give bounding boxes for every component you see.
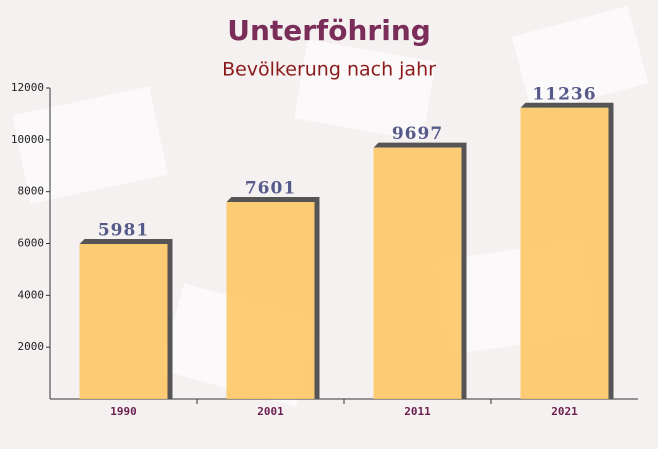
y-tick-label: 8000 bbox=[18, 185, 45, 198]
x-tick-label: 2021 bbox=[551, 405, 578, 418]
bar bbox=[226, 202, 315, 399]
bar bbox=[79, 243, 168, 399]
y-tick-label: 2000 bbox=[18, 340, 45, 353]
y-tick-label: 12000 bbox=[11, 81, 44, 94]
x-tick-label: 2001 bbox=[257, 405, 284, 418]
bar bbox=[373, 147, 462, 399]
chart-subtitle: Bevölkerung nach jahr bbox=[222, 59, 436, 81]
y-tick-label: 10000 bbox=[11, 133, 44, 146]
x-tick-label: 1990 bbox=[110, 405, 137, 418]
value-label: 5981 bbox=[98, 220, 149, 240]
value-label: 11236 bbox=[532, 84, 596, 104]
background-pattern bbox=[12, 5, 649, 407]
value-label: 7601 bbox=[245, 179, 296, 199]
bar bbox=[520, 107, 609, 400]
value-label: 9697 bbox=[392, 124, 443, 144]
x-tick-label: 2011 bbox=[404, 405, 431, 418]
chart-title: Unterföhring bbox=[227, 14, 431, 47]
y-tick-label: 4000 bbox=[18, 288, 45, 301]
y-tick-label: 6000 bbox=[18, 237, 45, 250]
